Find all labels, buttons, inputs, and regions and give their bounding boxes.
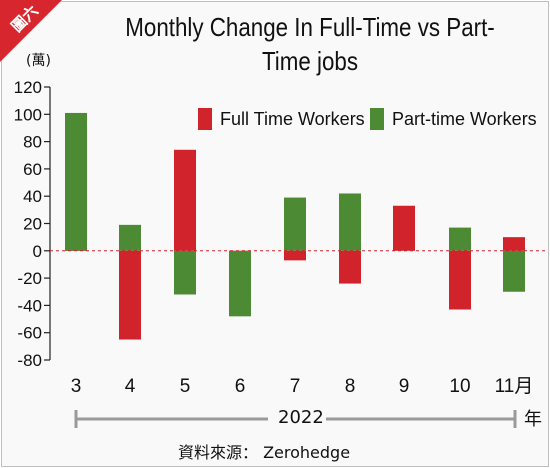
x-tick-label: 8 [345, 376, 356, 397]
y-tick-label: 40 [23, 187, 42, 206]
x-tick-label: 9 [399, 376, 410, 397]
bar-full-time [503, 237, 525, 251]
legend-item-full-time: Full Time Workers [198, 108, 365, 130]
y-tick-label: 80 [23, 133, 42, 152]
bar-full-time [393, 205, 415, 251]
y-tick-label: -40 [17, 296, 42, 315]
y-tick-label: -80 [17, 351, 42, 370]
bar-full-time [284, 250, 306, 261]
y-tick-label: 20 [23, 215, 42, 234]
legend-swatch-part-time [370, 108, 384, 130]
bar-full-time [119, 250, 141, 340]
bar-part-time [339, 193, 361, 251]
bar-part-time [284, 197, 306, 251]
x-tick-label: 7 [290, 376, 301, 397]
legend-swatch-full-time [198, 108, 212, 130]
x-tick-label: 11月 [495, 376, 534, 397]
bar-part-time [229, 250, 251, 317]
legend-label-part-time: Part-time Workers [392, 108, 537, 129]
source-note: 資料來源： Zerohedge [178, 443, 351, 462]
x-tick-label: 5 [180, 376, 191, 397]
timeline-year-suffix: 年 [524, 409, 542, 430]
y-axis-unit: (萬) [26, 53, 51, 69]
chart-title: Monthly Change In Full-Time vs Part-Time… [125, 12, 495, 76]
figure-badge [0, 0, 62, 62]
bar-part-time [449, 227, 471, 251]
x-tick-label: 10 [449, 376, 470, 397]
bar-full-time [339, 250, 361, 284]
timeline-year: 2022 [278, 407, 324, 428]
y-tick-label: -60 [17, 324, 42, 343]
bar-part-time [503, 250, 525, 292]
y-tick-label: 0 [33, 242, 42, 261]
legend-item-part-time: Part-time Workers [370, 108, 537, 130]
bar-full-time [449, 250, 471, 310]
y-tick-label: -20 [17, 269, 42, 288]
legend-label-full-time: Full Time Workers [220, 108, 365, 129]
x-tick-label: 4 [125, 376, 136, 397]
bar-full-time [174, 149, 196, 251]
bar-part-time [174, 250, 196, 295]
bar-part-time [119, 224, 141, 251]
y-tick-label: 100 [14, 105, 42, 124]
y-tick-label: 60 [23, 160, 42, 179]
bar-part-time [65, 112, 87, 251]
y-tick-label: 120 [14, 78, 42, 97]
x-tick-label: 3 [71, 376, 82, 397]
x-tick-label: 6 [235, 376, 246, 397]
